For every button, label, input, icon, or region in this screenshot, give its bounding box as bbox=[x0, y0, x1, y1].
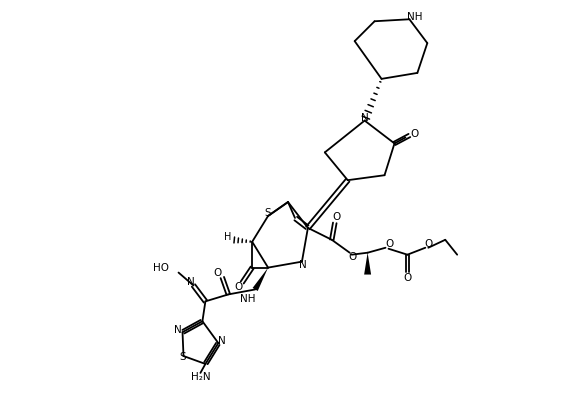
Text: O: O bbox=[403, 272, 411, 282]
Text: H: H bbox=[223, 232, 231, 242]
Text: N: N bbox=[187, 277, 194, 287]
Text: HO: HO bbox=[153, 262, 169, 272]
Text: N: N bbox=[218, 336, 226, 346]
Text: O: O bbox=[348, 252, 357, 262]
Text: H₂N: H₂N bbox=[191, 372, 210, 382]
Text: NH: NH bbox=[240, 295, 256, 305]
Text: O: O bbox=[424, 239, 433, 249]
Text: S: S bbox=[179, 352, 186, 362]
Polygon shape bbox=[364, 253, 371, 275]
Text: N: N bbox=[361, 113, 369, 123]
Text: N: N bbox=[173, 325, 181, 335]
Text: S: S bbox=[265, 208, 271, 218]
Text: O: O bbox=[410, 129, 419, 139]
Text: O: O bbox=[234, 282, 242, 292]
Text: NH: NH bbox=[407, 12, 422, 22]
Text: O: O bbox=[213, 267, 221, 277]
Polygon shape bbox=[253, 267, 268, 291]
Text: O: O bbox=[332, 212, 341, 222]
Text: O: O bbox=[385, 239, 393, 249]
Text: N: N bbox=[299, 260, 307, 270]
